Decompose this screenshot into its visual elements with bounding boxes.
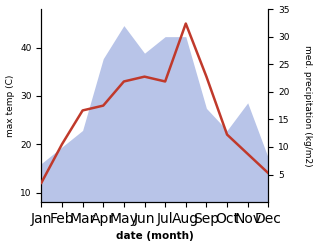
Y-axis label: max temp (C): max temp (C) bbox=[5, 74, 15, 137]
Y-axis label: med. precipitation (kg/m2): med. precipitation (kg/m2) bbox=[303, 45, 313, 166]
X-axis label: date (month): date (month) bbox=[116, 231, 194, 242]
